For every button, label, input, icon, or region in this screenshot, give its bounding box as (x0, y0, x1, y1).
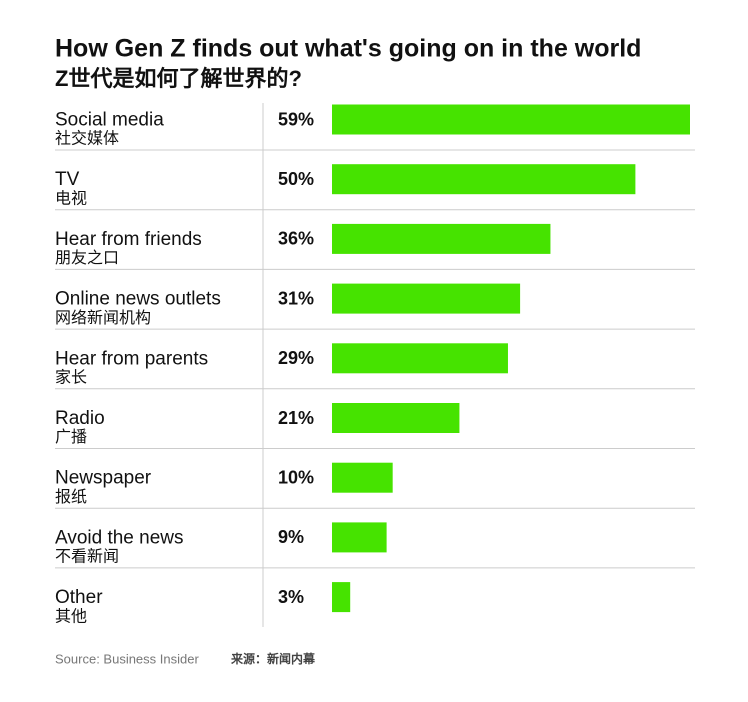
bar (332, 223, 551, 254)
bar (332, 343, 508, 374)
category-label-zh: 朋友之口 (55, 249, 119, 267)
source: Source: Business Insider (55, 651, 199, 666)
category-label: Other (55, 587, 103, 608)
category-label-zh: 其他 (55, 607, 87, 625)
category-label-zh: 社交媒体 (55, 130, 119, 148)
category-label: Avoid the news (55, 527, 184, 548)
value-label: 36% (278, 229, 314, 249)
bar (332, 403, 460, 433)
category-label-zh: 不看新闻 (55, 548, 119, 566)
category-label: Radio (55, 408, 105, 429)
category-label-zh: 广播 (55, 428, 87, 446)
value-label: 21% (278, 408, 314, 428)
category-label: Hear from parents (55, 348, 208, 369)
source-zh: 来源：新闻内幕 (230, 651, 316, 666)
value-label: 59% (278, 109, 314, 129)
chart-title: How Gen Z finds out what's going on in t… (55, 35, 641, 63)
bar (332, 462, 393, 493)
category-label: Newspaper (55, 468, 152, 489)
category-label: Online news outlets (55, 289, 221, 310)
bar (332, 522, 387, 553)
value-label: 9% (278, 527, 304, 547)
category-label: TV (55, 169, 80, 190)
value-label: 10% (278, 467, 314, 487)
value-label: 29% (278, 348, 314, 368)
category-label-zh: 网络新闻机构 (55, 308, 151, 327)
bar (332, 283, 521, 314)
category-label: Social media (55, 110, 164, 131)
value-label: 50% (278, 169, 314, 189)
category-label: Hear from friends (55, 229, 202, 250)
value-label: 31% (278, 288, 314, 308)
category-label-zh: 家长 (55, 369, 87, 387)
bar (332, 164, 636, 195)
category-label-zh: 电视 (55, 189, 87, 207)
category-label-zh: 报纸 (55, 488, 87, 506)
bar (332, 582, 351, 613)
chart-subtitle: Z世代是如何了解世界的? (55, 66, 302, 91)
value-label: 3% (278, 587, 304, 607)
bar (332, 104, 690, 135)
